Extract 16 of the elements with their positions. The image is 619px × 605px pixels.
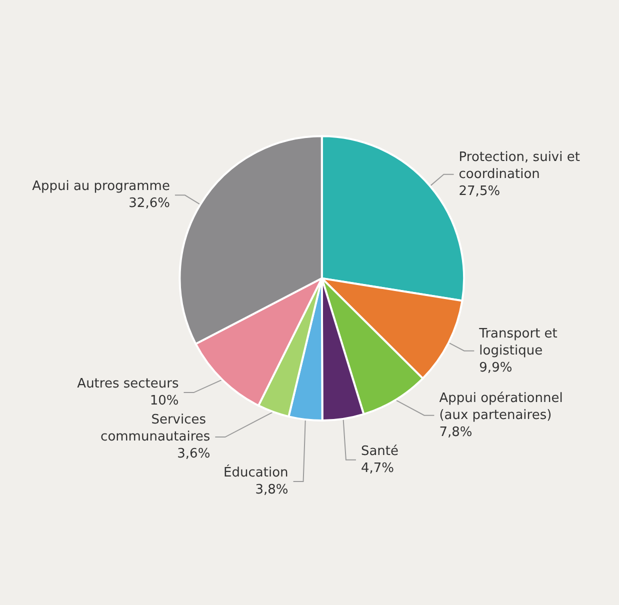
slice-label: Appui opérationnel (aux partenaires) <box>439 390 567 423</box>
data-label: 3,6% <box>177 446 210 462</box>
data-label: 4,7% <box>360 460 394 476</box>
slice-label: Santé <box>360 444 399 459</box>
data-label: 7,8% <box>439 424 472 440</box>
data-label: 27,5% <box>458 184 500 199</box>
slice-label: Appui au programme <box>32 179 170 194</box>
slice-label: Protection, suivi et coordination <box>458 150 584 182</box>
slice-label: Transport et logistique <box>478 326 562 358</box>
data-label: 3,8% <box>255 482 288 498</box>
data-label: 9,9% <box>479 360 512 376</box>
data-label: 32,6% <box>128 196 170 212</box>
data-label: 10% <box>150 394 179 409</box>
slice-label: Autres secteurs <box>77 376 179 392</box>
slice-label: Éducation <box>224 464 288 481</box>
slice-label: Services communautaires <box>100 412 210 445</box>
